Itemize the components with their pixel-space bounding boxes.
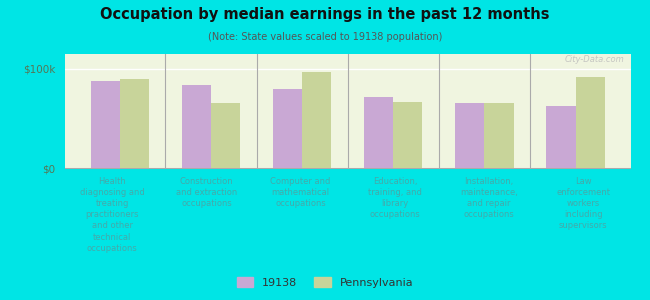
Text: (Note: State values scaled to 19138 population): (Note: State values scaled to 19138 popu… <box>208 32 442 41</box>
Text: City-Data.com: City-Data.com <box>565 55 625 64</box>
Bar <box>302 72 332 168</box>
Text: Occupation by median earnings in the past 12 months: Occupation by median earnings in the pas… <box>100 8 550 22</box>
Bar <box>547 106 576 168</box>
Bar <box>211 103 240 168</box>
Text: Health
diagnosing and
treating
practitioners
and other
technical
occupations: Health diagnosing and treating practitio… <box>80 177 144 253</box>
Text: Computer and
mathematical
occupations: Computer and mathematical occupations <box>270 177 331 208</box>
Bar <box>120 79 149 168</box>
Bar <box>364 97 393 168</box>
Text: Installation,
maintenance,
and repair
occupations: Installation, maintenance, and repair oc… <box>460 177 518 219</box>
Bar <box>182 85 211 168</box>
Bar <box>91 81 120 168</box>
Legend: 19138, Pennsylvania: 19138, Pennsylvania <box>233 274 417 291</box>
Text: Law
enforcement
workers
including
supervisors: Law enforcement workers including superv… <box>556 177 610 230</box>
Bar <box>484 103 514 168</box>
Bar <box>273 89 302 168</box>
Bar <box>576 77 604 168</box>
Text: Construction
and extraction
occupations: Construction and extraction occupations <box>176 177 237 208</box>
Text: Education,
training, and
library
occupations: Education, training, and library occupat… <box>368 177 422 219</box>
Bar <box>393 102 422 168</box>
Bar <box>455 103 484 168</box>
